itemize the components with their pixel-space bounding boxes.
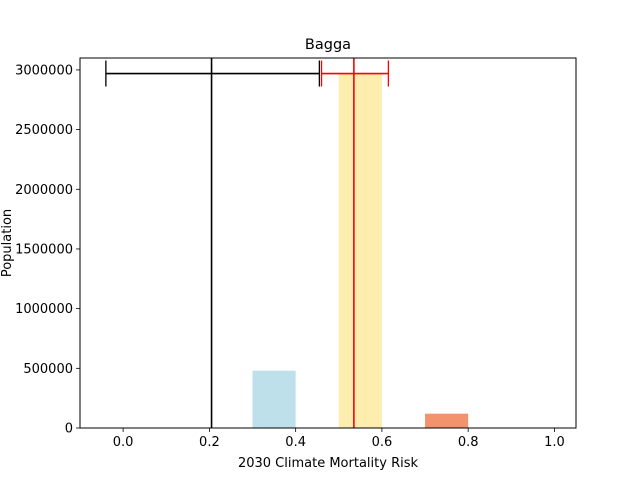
x-tick-label: 0.4 <box>285 435 306 450</box>
x-tick-label: 0.0 <box>113 435 134 450</box>
x-axis-label: 2030 Climate Mortality Risk <box>238 456 419 471</box>
y-tick-label: 0 <box>65 422 73 437</box>
y-axis-label: Population <box>0 209 15 277</box>
axes-frame <box>79 57 577 429</box>
x-tick-label: 1.0 <box>544 435 565 450</box>
chart-title: Bagga <box>305 37 351 53</box>
y-tick-label: 2500000 <box>15 123 73 138</box>
y-tick-label: 3000000 <box>15 63 73 78</box>
bar-1 <box>338 73 382 429</box>
bar-2 <box>425 413 469 428</box>
plot-area <box>105 58 469 429</box>
y-tick-label: 1000000 <box>15 302 73 317</box>
bar-0 <box>252 370 296 428</box>
tick-group: 0.0 0.2 0.4 0.6 0.8 1.0 0 500000 1000000 1500000 2… <box>15 63 565 450</box>
y-tick-label: 1500000 <box>15 242 73 257</box>
y-tick-label: 500000 <box>23 362 73 377</box>
x-tick-label: 0.2 <box>199 435 220 450</box>
y-tick-label: 2000000 <box>15 183 73 198</box>
x-tick-label: 0.6 <box>372 435 393 450</box>
x-tick-label: 0.8 <box>458 435 479 450</box>
